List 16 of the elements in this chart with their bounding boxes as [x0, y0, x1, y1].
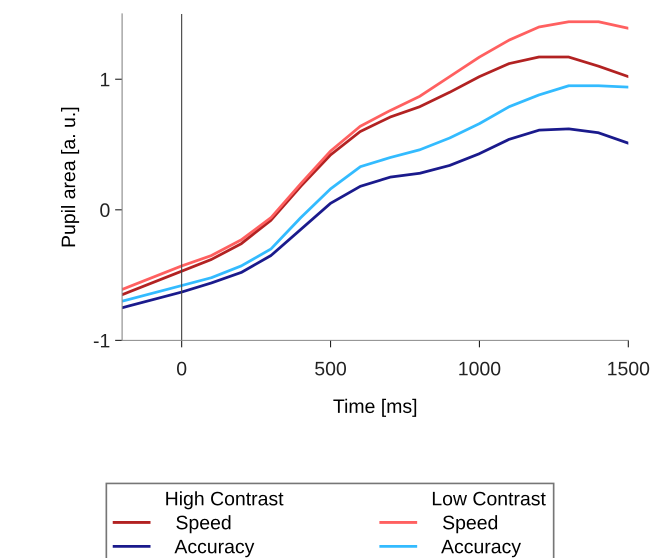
- legend-label: Speed: [176, 515, 230, 534]
- text: High Contrast: [166, 491, 284, 510]
- y-tick-label: 0: [100, 203, 110, 218]
- legend-label: Accuracy: [441, 540, 521, 558]
- y-tick-label: 1: [100, 72, 110, 86]
- x-tick-label: 1500: [608, 362, 650, 376]
- line-series: [122, 127, 628, 310]
- legend-label: Speed: [443, 515, 498, 534]
- y-tick-label: -1: [94, 334, 110, 348]
- x-tick-label: 500: [315, 362, 346, 376]
- legend-label: Accuracy: [174, 540, 254, 558]
- x-axis-title: Time [ms]: [333, 398, 416, 417]
- x-tick-label: 0: [177, 362, 186, 376]
- x-tick-label: 1000: [459, 362, 500, 376]
- y-axis-title: Pupil area [a. u.]: [60, 108, 80, 246]
- text: Low Contrast: [432, 492, 546, 506]
